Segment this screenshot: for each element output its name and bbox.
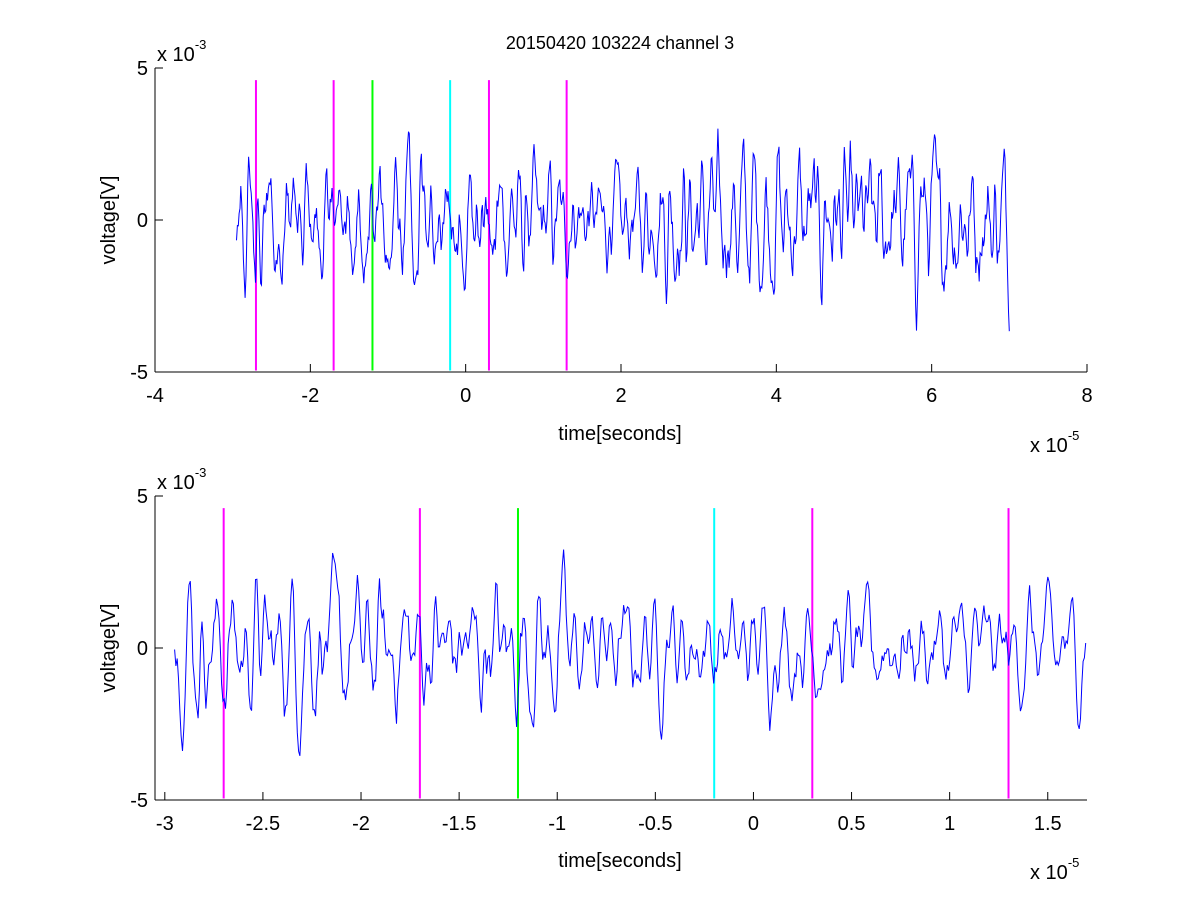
top-y-exponent-power: -3 xyxy=(195,37,207,52)
top-y-exponent-base: x 10 xyxy=(157,44,195,66)
bottom-x-exponent-base: x 10 xyxy=(1030,862,1068,884)
top-plot: -4 -2 0 2 4 6 8 -505 time[seconds] voltage[V] … xyxy=(98,37,1093,457)
figure-title: 20150420 103224 channel 3 xyxy=(506,33,734,53)
top-y-axis-label: voltage[V] xyxy=(98,176,120,265)
bottom-x-tick-label: 0.5 xyxy=(838,813,866,835)
bottom-y-axis-label: voltage[V] xyxy=(98,604,120,693)
bottom-y-tick-label: -5 xyxy=(130,790,148,812)
bottom-x-tick-label: -2.5 xyxy=(246,813,280,835)
top-y-ticks: -5 0 5 xyxy=(130,58,163,384)
bottom-x-exponent-power: -5 xyxy=(1068,855,1080,870)
bottom-x-tick-label: -1.5 xyxy=(442,813,476,835)
top-y-tick-label: 5 xyxy=(137,58,148,80)
bottom-x-tick-label: -2 xyxy=(352,813,370,835)
top-x-exponent: x 10-5 xyxy=(1030,428,1079,457)
top-x-tick-label: 8 xyxy=(1081,385,1092,407)
bottom-y-exponent-power: -3 xyxy=(195,465,207,480)
top-y-exponent: x 10-3 xyxy=(157,37,206,66)
top-x-exponent-power: -5 xyxy=(1068,428,1080,443)
bottom-y-exponent-base: x 10 xyxy=(157,472,195,494)
bottom-plot: -3 -2.5 -2 -1.5 -1 -0.5 0 0.5 1 1.5 -5 0 5 time[sec… xyxy=(98,465,1087,884)
top-y-tick-label: -5 xyxy=(130,362,148,384)
top-x-tick-label: 0 xyxy=(460,385,471,407)
bottom-x-exponent: x 10-5 xyxy=(1030,855,1079,884)
bottom-y-exponent: x 10-3 xyxy=(157,465,206,494)
bottom-x-tick-label: 0 xyxy=(748,813,759,835)
bottom-plot-markers xyxy=(222,508,1010,799)
top-x-ticks: -4 -2 0 2 4 6 8 xyxy=(146,364,1093,407)
bottom-x-axis-label: time[seconds] xyxy=(558,850,681,872)
bottom-x-tick-label: -0.5 xyxy=(638,813,672,835)
top-x-tick-label: -4 xyxy=(146,385,164,407)
top-x-tick-label: 4 xyxy=(771,385,782,407)
bottom-signal-line xyxy=(174,549,1087,757)
top-x-tick-label: 2 xyxy=(615,385,626,407)
top-x-tick-label: -2 xyxy=(301,385,319,407)
bottom-y-ticks: -5 0 5 xyxy=(130,486,163,812)
top-signal-line xyxy=(236,128,1010,332)
bottom-x-tick-label: 1.5 xyxy=(1034,813,1062,835)
bottom-x-tick-label: 1 xyxy=(944,813,955,835)
top-x-tick-label: 6 xyxy=(926,385,937,407)
top-x-exponent-base: x 10 xyxy=(1030,435,1068,457)
bottom-y-tick-label: 0 xyxy=(137,638,148,660)
bottom-x-tick-label: -3 xyxy=(156,813,174,835)
top-x-axis-label: time[seconds] xyxy=(558,423,681,445)
bottom-x-ticks: -3 -2.5 -2 -1.5 -1 -0.5 0 0.5 1 1.5 xyxy=(156,792,1062,835)
top-y-tick-label: 0 xyxy=(137,210,148,232)
bottom-y-tick-label: 5 xyxy=(137,486,148,508)
bottom-x-tick-label: -1 xyxy=(548,813,566,835)
